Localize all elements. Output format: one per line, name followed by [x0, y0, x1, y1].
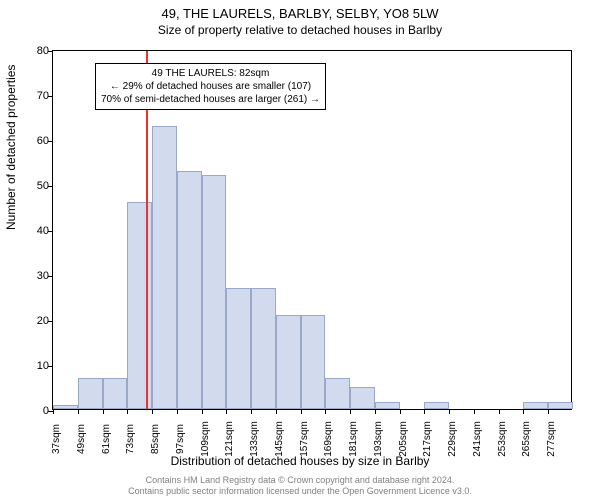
x-tick-label: 133sqm: [249, 421, 260, 457]
annotation-box: 49 THE LAURELS: 82sqm ← 29% of detached …: [95, 63, 326, 110]
x-tick-label: 61sqm: [101, 424, 112, 454]
histogram-bar: [424, 402, 449, 409]
x-tick-mark: [325, 409, 326, 414]
footer-line-2: Contains public sector information licen…: [0, 486, 600, 498]
y-tick-label: 10: [23, 360, 49, 372]
x-tick-mark: [103, 409, 104, 414]
y-tick-label: 20: [23, 315, 49, 327]
y-tick-mark: [48, 96, 53, 97]
y-tick-label: 30: [23, 270, 49, 282]
y-tick-label: 70: [23, 90, 49, 102]
y-tick-label: 50: [23, 180, 49, 192]
annotation-line-2: ← 29% of detached houses are smaller (10…: [101, 80, 320, 93]
x-tick-label: 97sqm: [175, 424, 186, 454]
x-tick-label: 85sqm: [150, 424, 161, 454]
histogram-bar: [53, 405, 78, 410]
x-axis-label: Distribution of detached houses by size …: [0, 454, 600, 468]
x-tick-mark: [53, 409, 54, 414]
y-tick-label: 60: [23, 135, 49, 147]
histogram-bar: [350, 387, 375, 410]
x-tick-mark: [449, 409, 450, 414]
x-tick-label: 157sqm: [299, 421, 310, 457]
plot-area: 0102030405060708037sqm49sqm61sqm73sqm85s…: [52, 50, 572, 410]
y-tick-mark: [48, 231, 53, 232]
footer-attribution: Contains HM Land Registry data © Crown c…: [0, 475, 600, 498]
footer-line-1: Contains HM Land Registry data © Crown c…: [0, 475, 600, 487]
x-tick-label: 217sqm: [422, 421, 433, 457]
x-tick-mark: [301, 409, 302, 414]
histogram-bar: [375, 402, 400, 409]
chart-subtitle: Size of property relative to detached ho…: [0, 23, 600, 39]
y-tick-mark: [48, 141, 53, 142]
histogram-bar: [103, 378, 128, 410]
chart-container: 49, THE LAURELS, BARLBY, SELBY, YO8 5LW …: [0, 0, 600, 500]
x-tick-mark: [400, 409, 401, 414]
x-tick-mark: [499, 409, 500, 414]
x-tick-label: 37sqm: [51, 424, 62, 454]
histogram-bar: [226, 288, 251, 410]
histogram-bar: [202, 175, 227, 409]
x-tick-mark: [548, 409, 549, 414]
y-tick-mark: [48, 366, 53, 367]
x-tick-label: 241sqm: [472, 421, 483, 457]
x-tick-label: 205sqm: [398, 421, 409, 457]
y-axis-label: Number of detached properties: [4, 65, 18, 230]
x-tick-label: 229sqm: [447, 421, 458, 457]
x-tick-mark: [78, 409, 79, 414]
x-tick-label: 169sqm: [323, 421, 334, 457]
y-tick-label: 40: [23, 225, 49, 237]
histogram-bar: [127, 202, 152, 409]
y-tick-mark: [48, 186, 53, 187]
x-tick-mark: [202, 409, 203, 414]
x-tick-mark: [375, 409, 376, 414]
histogram-bar: [276, 315, 301, 410]
x-tick-label: 73sqm: [125, 424, 136, 454]
x-tick-mark: [251, 409, 252, 414]
x-tick-mark: [523, 409, 524, 414]
histogram-bar: [251, 288, 276, 410]
x-tick-label: 49sqm: [76, 424, 87, 454]
x-tick-label: 181sqm: [348, 421, 359, 457]
x-tick-mark: [152, 409, 153, 414]
x-tick-mark: [350, 409, 351, 414]
x-tick-label: 193sqm: [373, 421, 384, 457]
histogram-bar: [301, 315, 326, 410]
chart-title: 49, THE LAURELS, BARLBY, SELBY, YO8 5LW: [0, 0, 600, 23]
histogram-bar: [548, 402, 573, 409]
x-tick-mark: [474, 409, 475, 414]
histogram-bar: [78, 378, 103, 410]
x-tick-mark: [424, 409, 425, 414]
histogram-bar: [177, 171, 202, 410]
annotation-line-3: 70% of semi-detached houses are larger (…: [101, 93, 320, 106]
x-tick-label: 253sqm: [497, 421, 508, 457]
y-tick-mark: [48, 321, 53, 322]
y-tick-label: 0: [23, 405, 49, 417]
x-tick-label: 109sqm: [200, 421, 211, 457]
x-tick-label: 265sqm: [521, 421, 532, 457]
x-tick-label: 277sqm: [546, 421, 557, 457]
x-tick-label: 121sqm: [224, 421, 235, 457]
x-tick-mark: [276, 409, 277, 414]
histogram-bar: [152, 126, 177, 410]
x-tick-mark: [127, 409, 128, 414]
annotation-line-1: 49 THE LAURELS: 82sqm: [101, 67, 320, 80]
y-tick-mark: [48, 276, 53, 277]
x-tick-mark: [177, 409, 178, 414]
histogram-bar: [325, 378, 350, 410]
x-tick-label: 145sqm: [274, 421, 285, 457]
y-tick-mark: [48, 51, 53, 52]
histogram-bar: [523, 402, 548, 409]
y-tick-label: 80: [23, 45, 49, 57]
x-tick-mark: [226, 409, 227, 414]
